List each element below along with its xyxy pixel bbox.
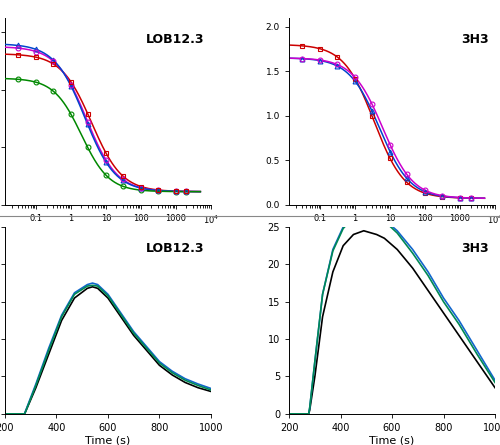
Text: 3H3: 3H3 <box>461 242 489 255</box>
X-axis label: Time (s): Time (s) <box>370 436 414 445</box>
Text: LOB12.3: LOB12.3 <box>146 242 204 255</box>
X-axis label: [CD137-Fc]/nM: [CD137-Fc]/nM <box>72 229 144 239</box>
X-axis label: [CD137-Fc]/nM: [CD137-Fc]/nM <box>356 229 428 239</box>
Text: LOB12.3: LOB12.3 <box>146 33 204 46</box>
Text: 3H3: 3H3 <box>461 33 489 46</box>
X-axis label: Time (s): Time (s) <box>86 436 130 445</box>
